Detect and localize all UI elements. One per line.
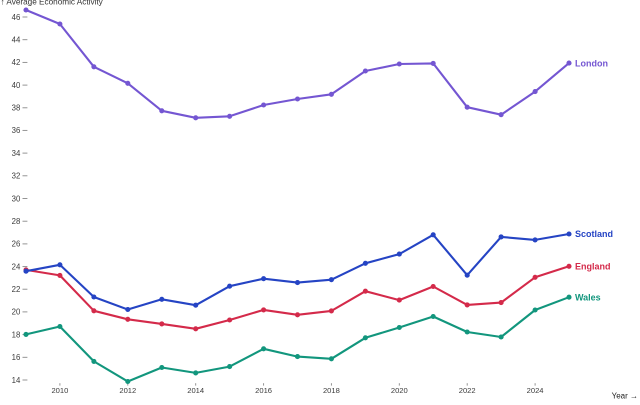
svg-text:London: London xyxy=(575,58,608,68)
svg-text:18: 18 xyxy=(12,330,21,339)
svg-text:14: 14 xyxy=(12,376,21,385)
svg-text:30: 30 xyxy=(12,194,21,203)
svg-text:Wales: Wales xyxy=(575,292,601,302)
svg-text:Year →: Year → xyxy=(612,392,638,401)
svg-text:46: 46 xyxy=(12,13,21,22)
svg-text:2016: 2016 xyxy=(255,386,272,395)
svg-text:28: 28 xyxy=(12,217,21,226)
svg-text:32: 32 xyxy=(12,172,21,181)
svg-text:24: 24 xyxy=(12,262,21,271)
svg-text:22: 22 xyxy=(12,285,21,294)
svg-text:2014: 2014 xyxy=(187,386,204,395)
svg-text:2012: 2012 xyxy=(119,386,136,395)
svg-text:2024: 2024 xyxy=(527,386,544,395)
svg-text:2018: 2018 xyxy=(323,386,340,395)
svg-text:16: 16 xyxy=(12,353,21,362)
svg-text:England: England xyxy=(575,262,611,272)
svg-text:40: 40 xyxy=(12,81,21,90)
svg-text:36: 36 xyxy=(12,126,21,135)
svg-text:2022: 2022 xyxy=(459,386,476,395)
svg-text:34: 34 xyxy=(12,149,21,158)
svg-text:2020: 2020 xyxy=(391,386,408,395)
svg-text:20: 20 xyxy=(12,308,21,317)
svg-text:26: 26 xyxy=(12,240,21,249)
svg-text:Scotland: Scotland xyxy=(575,229,613,239)
svg-text:44: 44 xyxy=(12,36,21,45)
svg-text:↑ Average Economic Activity: ↑ Average Economic Activity xyxy=(1,0,104,6)
svg-text:42: 42 xyxy=(12,58,21,67)
svg-text:2010: 2010 xyxy=(51,386,68,395)
svg-text:38: 38 xyxy=(12,104,21,113)
